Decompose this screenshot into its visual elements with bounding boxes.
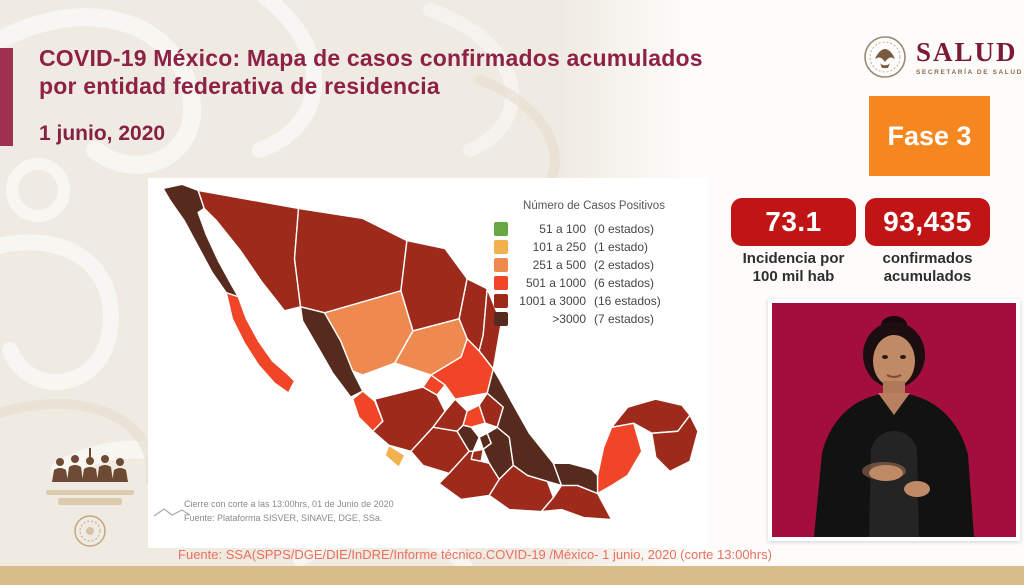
legend-count: (0 estados) [594, 222, 655, 236]
salud-logo: SALUD SECRETARÍA DE SALUD [862, 32, 1023, 82]
confirmed-value: 93,435 [883, 206, 972, 237]
confirmed-label: confirmados acumulados [882, 250, 972, 286]
legend-swatch-darkbrown [494, 312, 508, 326]
map-note-cutoff: Cierre con corte a las 13:00hrs, 01 de J… [184, 499, 394, 510]
map-legend: Número de Casos Positivos 51 a 100 (0 es… [494, 200, 694, 328]
emblem-text-line [46, 490, 134, 495]
state-baja-california-sur [225, 292, 296, 394]
summary-stats: 73.1 Incidencia por 100 mil hab 93,435 c… [731, 198, 990, 286]
salud-wordmark: SALUD [916, 36, 1018, 67]
heroes-figures-icon [52, 448, 128, 482]
sign-language-video-canvas [772, 303, 1016, 537]
legend-range: 51 a 100 [539, 222, 586, 236]
legend-count: (7 estados) [594, 312, 655, 326]
state-tabasco [552, 462, 599, 495]
phase-badge-label: Fase 3 [887, 120, 972, 151]
legend-title: Número de Casos Positivos [523, 200, 665, 212]
incidence-stat-card: 73.1 Incidencia por 100 mil hab [731, 198, 856, 286]
state-coahuila [400, 239, 468, 332]
confirmed-stat-card: 93,435 confirmados acumulados [865, 198, 990, 286]
legend-range: >3000 [552, 312, 586, 326]
legend-range: 1001 a 3000 [519, 294, 586, 308]
incidence-label: Incidencia por 100 mil hab [743, 250, 845, 286]
legend-swatch-orange [494, 258, 508, 272]
legend-range: 251 a 500 [532, 258, 586, 272]
legend-swatch-yellow [494, 240, 508, 254]
state-quintana-roo [651, 414, 699, 473]
legend-row: 51 a 100 (0 estados) [494, 220, 694, 238]
phase-badge: Fase 3 [869, 96, 990, 176]
state-campeche [596, 422, 643, 495]
report-date: 1 junio, 2020 [39, 122, 166, 146]
legend-row: 101 a 250 (1 estado) [494, 238, 694, 256]
incidence-label-line2: 100 mil hab [752, 268, 835, 285]
legend-row: 1001 a 3000 (16 estados) [494, 292, 694, 310]
slide-source-footer: Fuente: SSA(SPPS/DGE/DIE/InDRE/Informe t… [178, 547, 772, 562]
interpreter-figure [814, 316, 974, 537]
emblem-text-line [58, 498, 122, 505]
map-source-notes: Cierre con corte a las 13:00hrs, 01 de J… [184, 498, 394, 526]
legend-count: (6 estados) [594, 276, 655, 290]
mexico-map [162, 183, 699, 521]
incidence-value-badge: 73.1 [731, 198, 856, 246]
incidence-label-line1: Incidencia por [742, 250, 845, 267]
gobierno-heroes-emblem [28, 448, 152, 554]
legend-range: 101 a 250 [532, 240, 586, 254]
bottom-gold-bar [0, 566, 1024, 585]
legend-swatch-green [494, 222, 508, 236]
confirmed-value-badge: 93,435 [865, 198, 990, 246]
salud-seal-icon [864, 36, 906, 78]
legend-swatch-brick [494, 294, 508, 308]
header: COVID-19 México: Mapa de casos confirmad… [39, 44, 703, 146]
confirmed-label-line1: confirmados [882, 250, 973, 267]
page-title-line2: por entidad federativa de residencia [39, 73, 440, 100]
legend-count: (1 estado) [594, 240, 649, 254]
title-accent-bar [0, 48, 13, 146]
salud-subtitle: SECRETARÍA DE SALUD [916, 68, 1023, 76]
legend-swatch-red [494, 276, 508, 290]
map-note-source: Fuente: Plataforma SISVER, SINAVE, DGE, … [184, 513, 383, 524]
legend-count: (16 estados) [594, 294, 661, 308]
legend-count: (2 estados) [594, 258, 655, 272]
sign-language-video [768, 299, 1020, 541]
coastline-decoration [153, 508, 191, 517]
legend-range: 501 a 1000 [525, 276, 586, 290]
legend-row: >3000 (7 estados) [494, 310, 694, 328]
confirmed-label-line2: acumulados [883, 268, 972, 285]
state-colima [384, 444, 406, 469]
page-title-line1: COVID-19 México: Mapa de casos confirmad… [39, 45, 703, 71]
legend-row: 501 a 1000 (6 estados) [494, 274, 694, 292]
legend-row: 251 a 500 (2 estados) [494, 256, 694, 274]
choropleth-map-panel: Número de Casos Positivos 51 a 100 (0 es… [148, 178, 708, 548]
incidence-value: 73.1 [765, 206, 822, 237]
state-guerrero [438, 450, 500, 501]
emblem-seal-icon [74, 515, 106, 547]
state-queretaro [462, 404, 486, 428]
